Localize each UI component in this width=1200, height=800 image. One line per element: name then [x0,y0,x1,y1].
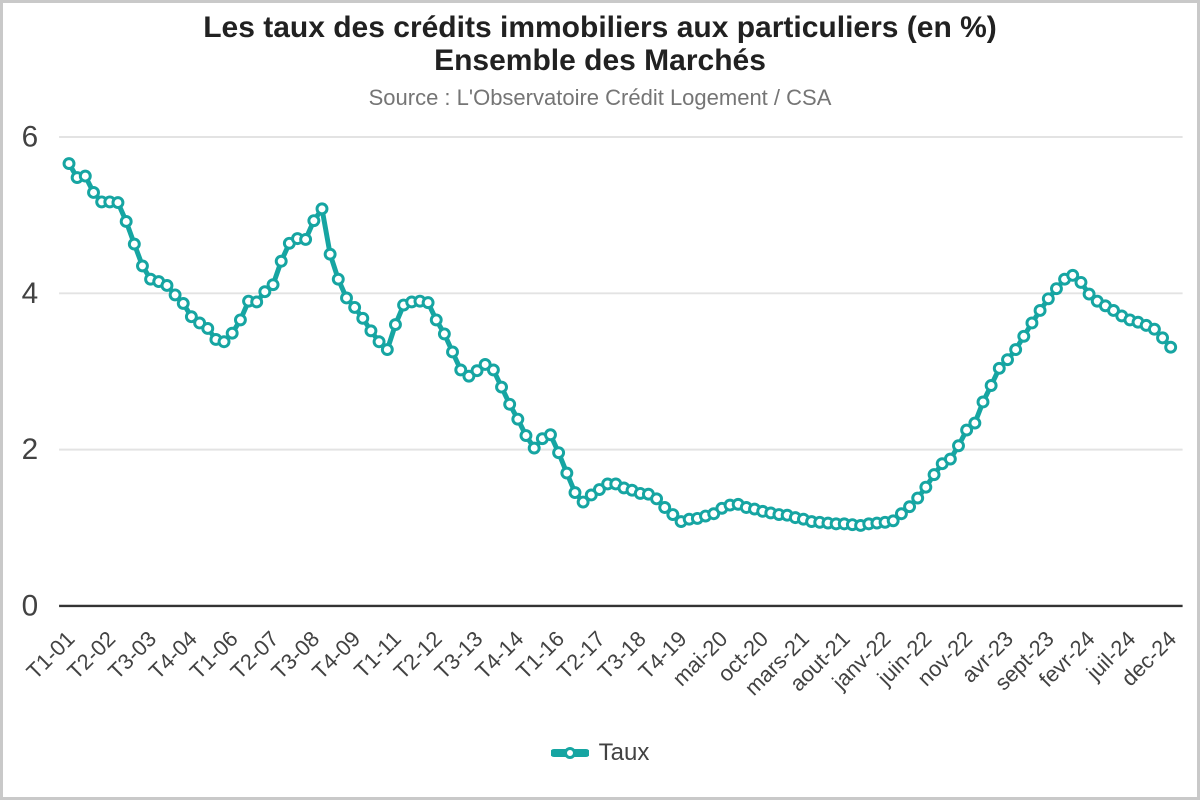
data-point-marker [1147,322,1161,336]
data-point-marker [136,259,149,273]
data-point-marker [421,296,435,310]
data-point-marker [1017,329,1031,343]
data-point-marker [356,311,370,325]
data-point-marker [454,363,468,377]
data-point-marker [503,397,517,411]
data-point-marker [894,507,908,521]
data-point-marker [160,279,174,292]
data-point-marker [176,296,190,310]
data-point-marker [1009,343,1023,357]
data-point-marker [446,345,459,359]
data-point-marker [258,285,272,299]
data-point-marker [568,486,582,500]
chart-source-subtitle: Source : L'Observatoire Crédit Logement … [368,85,832,110]
data-point-marker [217,335,231,349]
x-tick-label: T4-09 [307,626,365,684]
data-point-marker [1066,268,1080,282]
data-point-marker [576,495,590,509]
data-point-marker [372,335,386,349]
data-point-marker [127,237,141,251]
data-point-marker [111,196,125,210]
y-tick-label: 6 [22,120,39,153]
data-point-marker [511,412,525,426]
data-point-marker [225,326,239,340]
data-point-marker [544,428,557,442]
data-point-marker [307,214,321,228]
data-point-marker [560,466,574,480]
data-point-marker [168,288,182,302]
data-point-marker [233,313,247,327]
data-point-marker [552,446,566,460]
legend-series-label: Taux [598,739,650,766]
legend-line-marker-icon [550,747,589,759]
data-point-marker [119,214,133,228]
data-point-marker [331,272,345,286]
data-point-marker [486,363,500,377]
data-point-marker [1049,282,1063,296]
data-point-marker [348,300,362,314]
data-point-marker [1074,275,1088,289]
data-point-marker [1001,353,1014,367]
data-point-marker [380,343,394,357]
rate-line-chart: 0246T1-01T2-02T3-03T4-04T1-06T2-07T3-08T… [21,120,1183,700]
data-point-marker [1025,316,1039,330]
data-point-marker [274,254,288,268]
data-point-marker [992,361,1006,375]
data-point-marker [943,452,957,466]
data-point-marker [1164,340,1178,354]
legend[interactable]: Taux [3,739,1197,767]
chart-title-line1: Les taux des crédits immobiliers aux par… [203,11,997,44]
data-point-marker [87,186,100,199]
data-point-marker [364,324,378,338]
data-point-marker [323,247,337,261]
data-point-marker [388,318,402,332]
data-point-marker [968,416,982,430]
chart-title-line2: Ensemble des Marchés [434,44,766,77]
y-tick-label: 2 [22,433,39,466]
data-point-marker [184,310,198,324]
data-point-marker [1082,287,1096,301]
data-point-marker [927,468,941,482]
data-point-marker [919,480,933,494]
data-point-marker [315,202,329,216]
data-point-marker [903,500,917,514]
data-point-marker [658,501,672,514]
data-point-marker [1033,304,1047,317]
data-point-marker [62,157,76,171]
data-point-marker [1156,331,1170,345]
data-point-marker [250,295,264,309]
data-point-marker [201,321,215,335]
data-point-marker [886,514,900,528]
data-point-marker [266,278,280,292]
data-point-marker [495,380,508,394]
data-point-marker [437,327,451,341]
data-point-marker [429,313,443,327]
data-point-marker [952,439,965,453]
chart-title-block: Les taux des crédits immobiliers aux par… [3,11,1197,111]
data-point-marker [340,291,353,305]
y-tick-label: 0 [22,589,39,622]
data-point-marker [984,379,998,392]
data-point-marker [519,429,533,442]
data-point-marker [666,508,680,521]
y-tick-label: 4 [22,277,39,310]
data-point-marker [1041,292,1055,306]
data-point-marker [299,232,313,246]
data-point-marker [650,492,664,506]
data-point-marker [976,395,990,409]
data-point-marker [470,364,484,378]
data-point-marker [527,441,541,455]
data-point-marker [78,169,92,183]
data-point-marker [960,423,974,437]
taux-series-line [66,161,1174,528]
data-point-marker [911,491,925,505]
